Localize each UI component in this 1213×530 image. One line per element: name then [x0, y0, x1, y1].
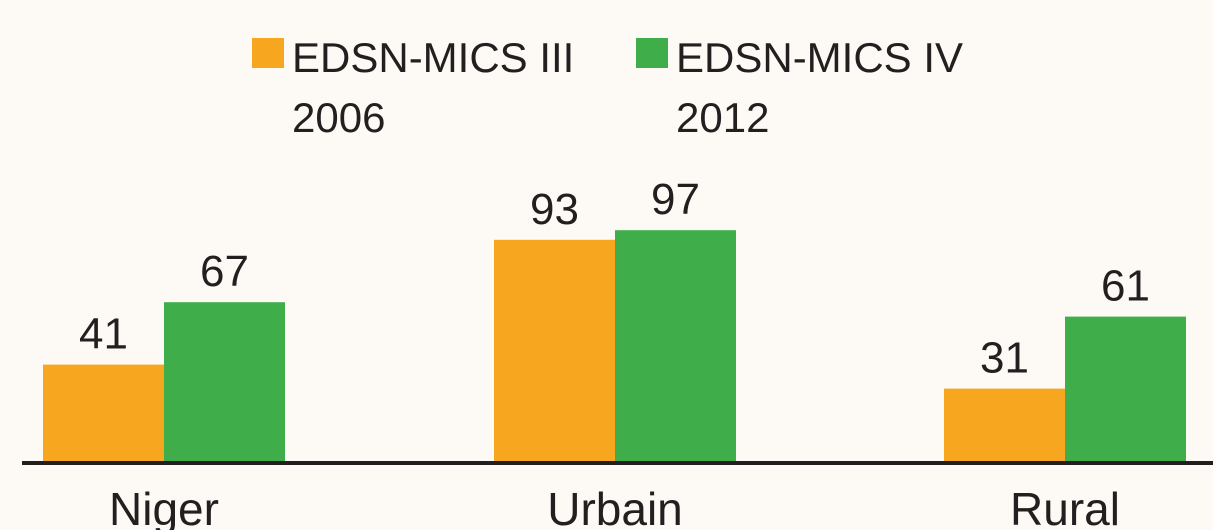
legend-label: EDSN-MICS IV 2012 [676, 34, 964, 141]
value-label: 93 [530, 185, 579, 234]
bar [1065, 316, 1186, 463]
bar [494, 239, 615, 463]
bar [43, 364, 164, 463]
x-tick-label: Rural [1010, 483, 1120, 530]
legend-label: EDSN-MICS III 2006 [292, 34, 575, 141]
value-label: 41 [79, 310, 128, 359]
value-label: 67 [200, 247, 249, 296]
legend-item: EDSN-MICS IV 2012 [636, 28, 1006, 148]
x-tick-label: Niger [109, 483, 219, 530]
bar [164, 302, 285, 463]
bar [944, 388, 1065, 463]
legend-swatch [636, 38, 668, 68]
value-label: 31 [980, 334, 1029, 383]
legend-swatch [252, 38, 284, 68]
bar [615, 230, 736, 463]
value-label: 61 [1101, 262, 1150, 311]
x-tick-label: Urbain [547, 483, 683, 530]
legend-item: EDSN-MICS III 2006 [252, 28, 622, 148]
value-label: 97 [651, 175, 700, 224]
